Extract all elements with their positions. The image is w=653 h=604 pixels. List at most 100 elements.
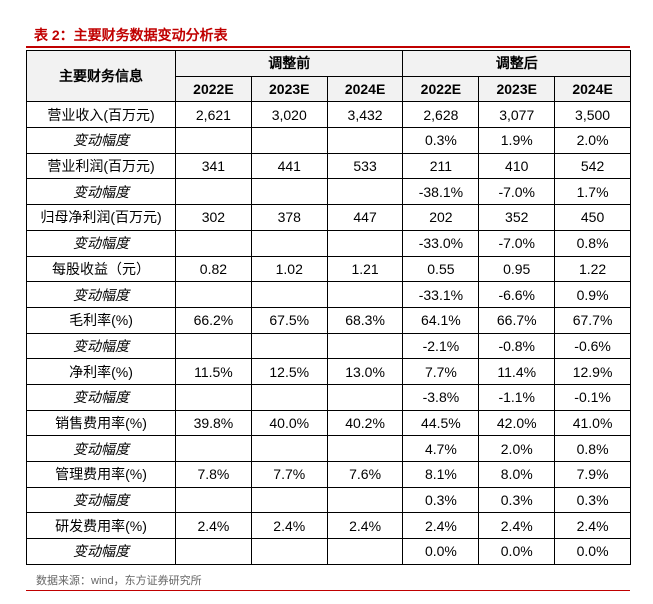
table-cell: 533 — [326, 152, 404, 180]
row-label: 变动幅度 — [26, 229, 176, 257]
table-cell: 211 — [402, 152, 480, 180]
table-row: 净利率(%) 11.5% 12.5% 13.0% 7.7% 11.4% 12.9% — [26, 358, 631, 385]
empty-cell — [250, 281, 328, 308]
table-cell: 0.3% — [402, 486, 480, 514]
table-cell: 44.5% — [402, 409, 480, 437]
table-cell: 13.0% — [326, 358, 404, 385]
row-label: 研发费用率(%) — [26, 512, 176, 540]
header-cell: 2023E — [250, 75, 328, 103]
empty-cell — [326, 178, 404, 206]
table-cell: 378 — [250, 204, 328, 231]
table-cell: 410 — [478, 152, 556, 180]
table-cell: 0.3% — [478, 486, 556, 514]
table-row: 变动幅度 0.3% 0.3% 0.3% — [26, 486, 631, 514]
table-cell: 3,077 — [478, 101, 556, 129]
table-cell: 0.8% — [554, 229, 631, 257]
table-cell: 302 — [175, 204, 252, 231]
header-cell: 调整前 — [174, 50, 404, 77]
table-cell: 441 — [250, 152, 328, 180]
empty-cell — [250, 435, 328, 462]
empty-cell — [326, 332, 404, 360]
table-cell: -6.6% — [478, 281, 556, 308]
title-rule — [26, 46, 630, 48]
table-cell: -33.1% — [402, 281, 480, 308]
row-label: 变动幅度 — [26, 538, 176, 565]
table-cell: -3.8% — [402, 383, 480, 411]
table-cell: 7.9% — [554, 461, 631, 488]
table-cell: -0.6% — [554, 332, 631, 360]
row-label: 归母净利润(百万元) — [26, 204, 176, 231]
table-cell: 3,020 — [250, 101, 328, 129]
row-label: 变动幅度 — [26, 383, 176, 411]
table-cell: -1.1% — [478, 383, 556, 411]
empty-cell — [326, 486, 404, 514]
row-label: 变动幅度 — [26, 435, 176, 462]
bottom-rule — [26, 590, 630, 591]
table-cell: 1.22 — [554, 255, 631, 283]
empty-cell — [175, 178, 252, 206]
empty-cell — [175, 332, 252, 360]
header-row: 主要财务信息 调整前 调整后 — [26, 49, 631, 103]
table-cell: 41.0% — [554, 409, 631, 437]
table-row: 变动幅度 0.0% 0.0% 0.0% — [26, 538, 631, 565]
table-cell: 202 — [402, 204, 480, 231]
empty-cell — [175, 229, 252, 257]
empty-cell — [250, 332, 328, 360]
row-label: 销售费用率(%) — [26, 409, 176, 437]
table-cell: 2.4% — [250, 512, 328, 540]
table-row: 每股收益（元） 0.82 1.02 1.21 0.55 0.95 1.22 — [26, 255, 631, 283]
table-cell: 0.0% — [478, 538, 556, 565]
table-cell: 2.4% — [175, 512, 252, 540]
table-cell: 7.6% — [326, 461, 404, 488]
table-cell: 66.7% — [478, 306, 556, 334]
table-cell: 450 — [554, 204, 631, 231]
table-cell: 8.1% — [402, 461, 480, 488]
table-cell: -7.0% — [478, 178, 556, 206]
table-cell: 1.21 — [326, 255, 404, 283]
table-row: 变动幅度 -3.8% -1.1% -0.1% — [26, 383, 631, 411]
row-label: 毛利率(%) — [26, 306, 176, 334]
table-row: 研发费用率(%) 2.4% 2.4% 2.4% 2.4% 2.4% 2.4% — [26, 512, 631, 540]
empty-cell — [250, 229, 328, 257]
row-label: 营业利润(百万元) — [26, 152, 176, 180]
table-cell: 2.0% — [478, 435, 556, 462]
header-cell: 2023E — [478, 75, 556, 103]
table-cell: 0.0% — [402, 538, 480, 565]
empty-cell — [250, 127, 328, 154]
table-cell: 12.9% — [554, 358, 631, 385]
table-cell: 2.4% — [402, 512, 480, 540]
table-cell: 42.0% — [478, 409, 556, 437]
row-label: 净利率(%) — [26, 358, 176, 385]
table-cell: -2.1% — [402, 332, 480, 360]
table-row: 管理费用率(%) 7.8% 7.7% 7.6% 8.1% 8.0% 7.9% — [26, 461, 631, 488]
table-cell: 0.55 — [402, 255, 480, 283]
table-row: 变动幅度 -2.1% -0.8% -0.6% — [26, 332, 631, 360]
table-cell: 66.2% — [175, 306, 252, 334]
header-cell: 主要财务信息 — [26, 49, 176, 103]
empty-cell — [250, 383, 328, 411]
table-cell: 2,621 — [175, 101, 252, 129]
table-cell: 39.8% — [175, 409, 252, 437]
empty-cell — [175, 486, 252, 514]
table-cell: 0.3% — [402, 127, 480, 154]
header-cell: 2022E — [402, 75, 480, 103]
table-cell: 0.0% — [554, 538, 631, 565]
source-note: 数据来源：wind，东方证券研究所 — [36, 575, 202, 587]
table-row: 营业利润(百万元) 341 441 533 211 410 542 — [26, 152, 631, 180]
table-cell: 67.7% — [554, 306, 631, 334]
table-cell: 40.0% — [250, 409, 328, 437]
table-cell: 2.0% — [554, 127, 631, 154]
empty-cell — [175, 435, 252, 462]
table-cell: 12.5% — [250, 358, 328, 385]
table-cell: 11.4% — [478, 358, 556, 385]
table-cell: 0.95 — [478, 255, 556, 283]
table-cell: 4.7% — [402, 435, 480, 462]
empty-cell — [175, 538, 252, 565]
table-cell: 7.7% — [250, 461, 328, 488]
table-cell: 2.4% — [554, 512, 631, 540]
header-cell: 调整后 — [402, 50, 631, 77]
table-cell: 3,500 — [554, 101, 631, 129]
table-cell: 11.5% — [175, 358, 252, 385]
table-row: 变动幅度 0.3% 1.9% 2.0% — [26, 127, 631, 154]
